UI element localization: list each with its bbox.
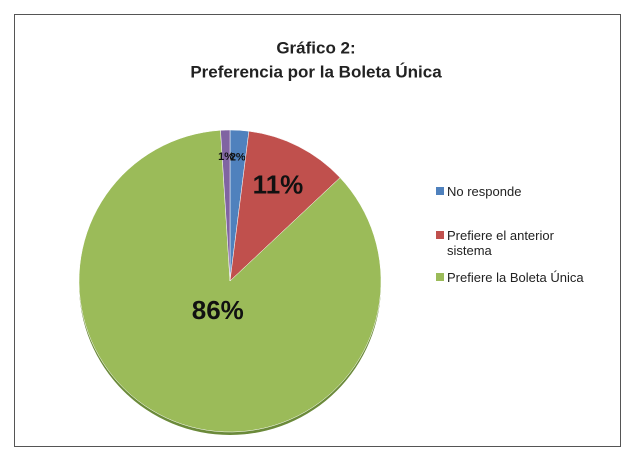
legend-swatch — [436, 187, 444, 195]
legend-entry: Prefiere la Boleta Única — [436, 270, 597, 285]
pie-slice — [220, 129, 231, 282]
legend-entry: No responde — [436, 184, 597, 199]
chart-title: Gráfico 2: — [276, 38, 355, 57]
pie-slice — [229, 130, 341, 282]
data-label: 2% — [230, 151, 246, 163]
legend-swatch — [436, 273, 444, 281]
legend-label: No responde — [447, 184, 522, 199]
legend-label: Prefiere la Boleta Única — [447, 270, 584, 285]
legend-entry: Prefiere el anterior sistema — [436, 228, 597, 258]
data-label: 1% — [218, 151, 234, 163]
legend-swatch — [436, 231, 444, 239]
pie-slice — [78, 130, 382, 433]
data-label: 11% — [253, 170, 304, 200]
legend-label: Prefiere el anterior sistema — [447, 228, 554, 258]
chart-subtitle: Preferencia por la Boleta Única — [190, 62, 442, 81]
data-label: 86% — [192, 295, 244, 325]
